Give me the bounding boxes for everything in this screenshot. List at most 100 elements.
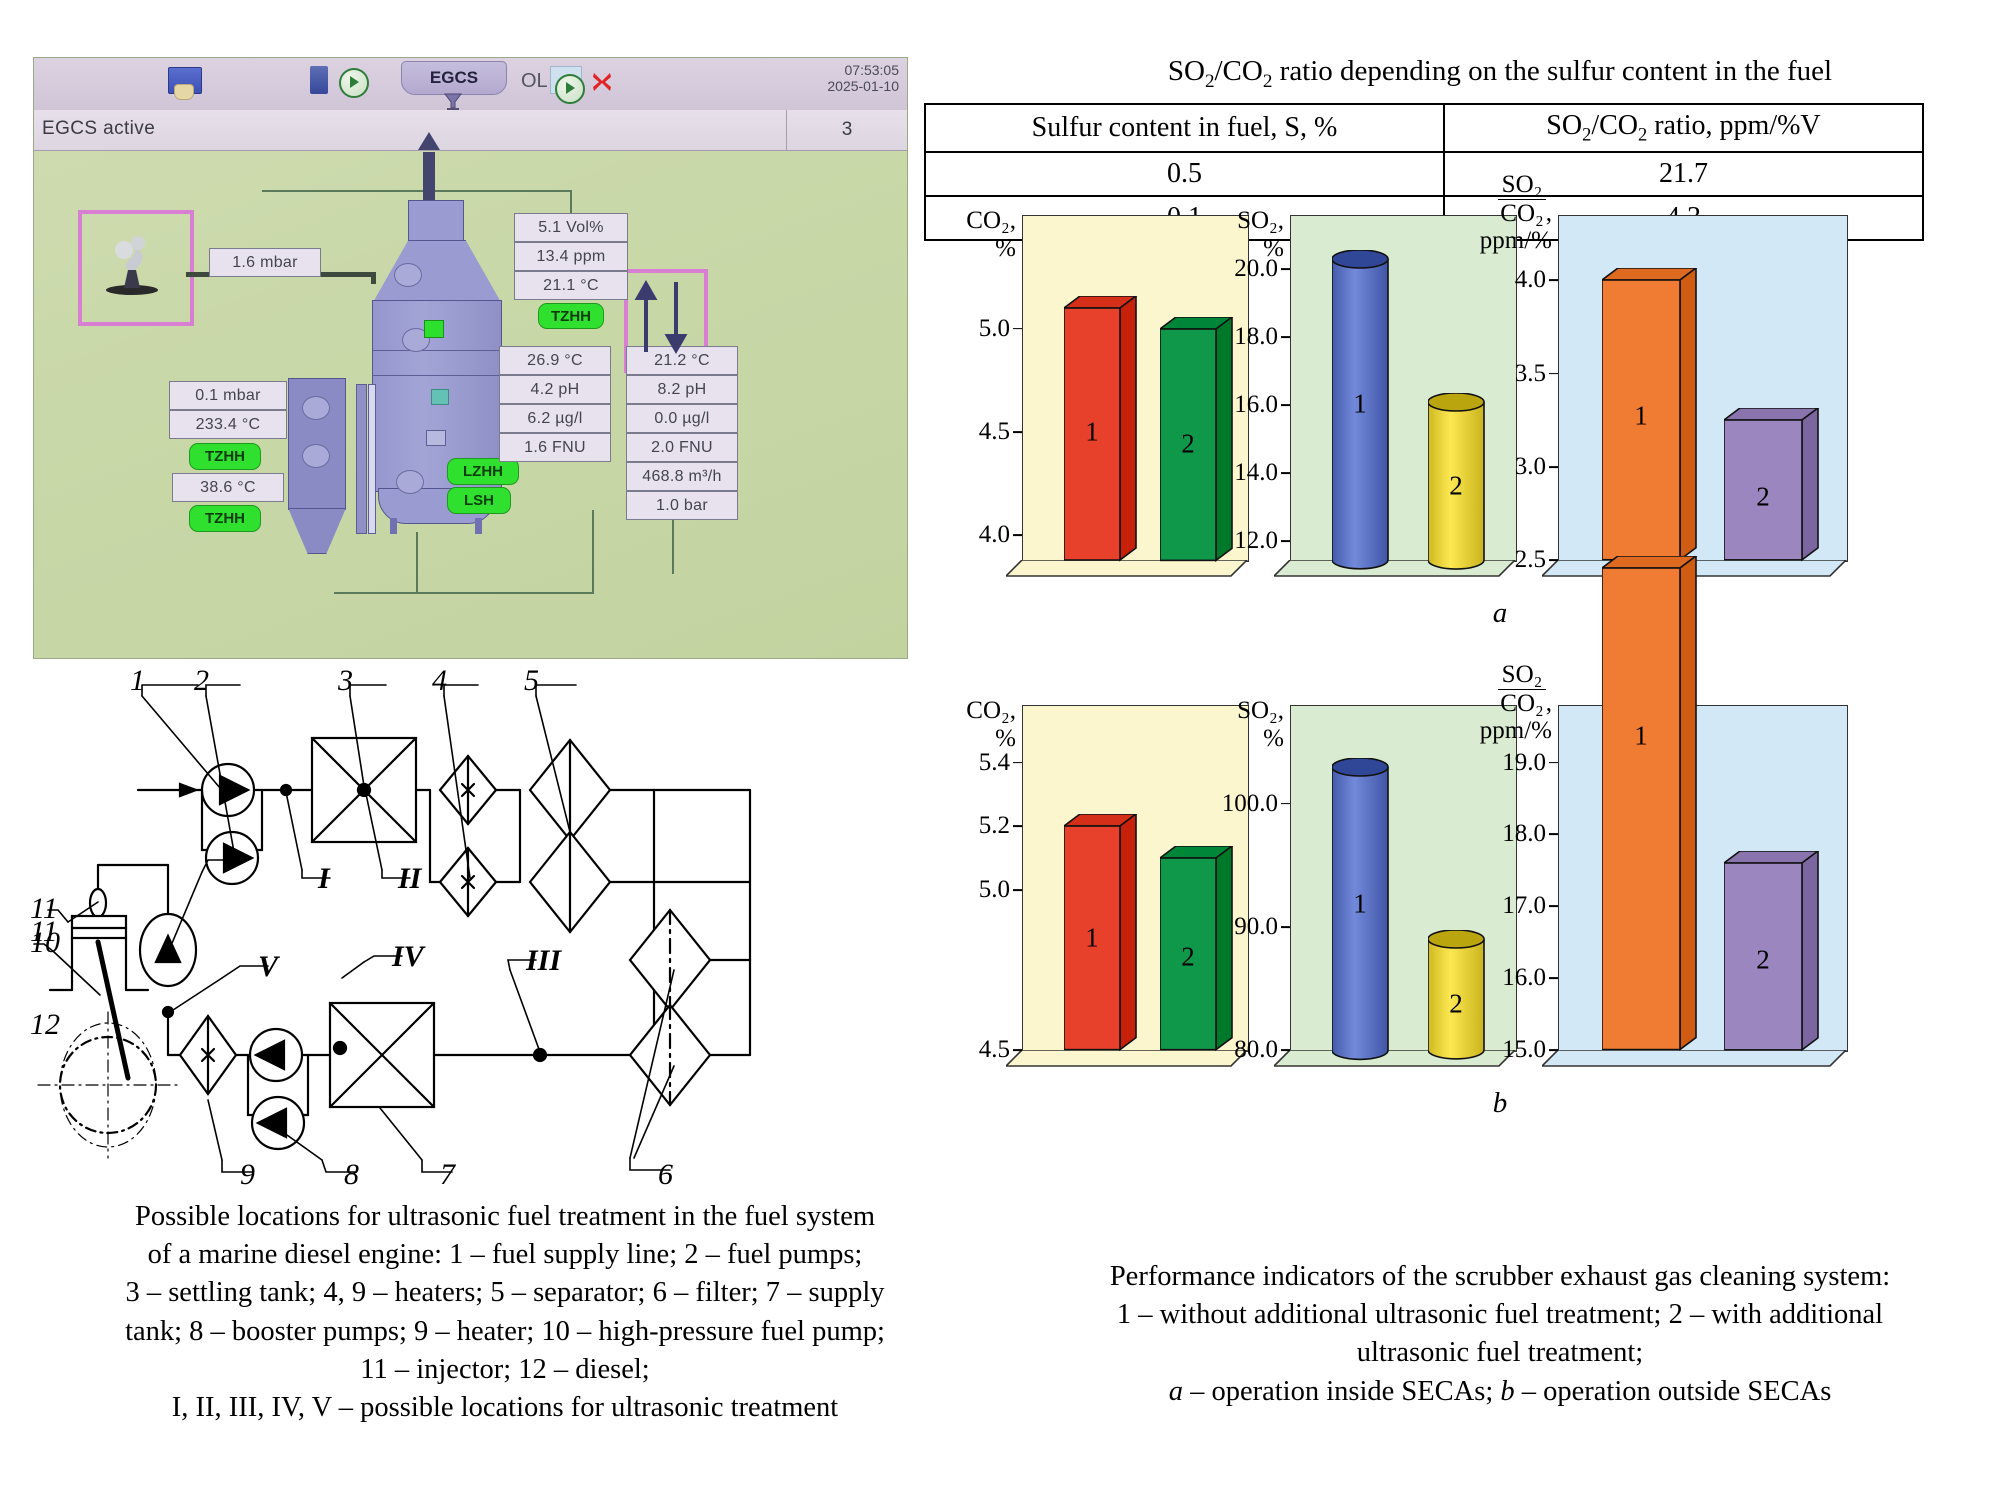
y-tick-mark xyxy=(1013,1049,1022,1051)
y-tick-label: 5.4 xyxy=(978,748,1010,776)
value-wash-fnu: 1.6 FNU xyxy=(499,433,611,462)
y-tick-mark xyxy=(1013,431,1022,433)
bar-index-label: 1 xyxy=(1085,922,1099,953)
table-title-sub1: 2 xyxy=(1204,70,1215,92)
return-pipe-2 xyxy=(592,510,594,594)
secondary-port-1 xyxy=(302,396,330,420)
left-column: EGCS OL 07:53:05 2025-01-10 EGCS active xyxy=(30,57,990,1423)
recirc-riser-2 xyxy=(368,384,376,534)
bar-index-label: 2 xyxy=(1756,944,1770,975)
bar-1 xyxy=(1332,250,1389,570)
y-tick-label: 5.0 xyxy=(978,876,1010,904)
right-caption-line-2: 1 – without additional ultrasonic fuel t… xyxy=(1116,1299,1884,1331)
bar-index-label: 1 xyxy=(1634,720,1648,751)
vessel-port-2 xyxy=(402,328,430,352)
inlet-duct-drop xyxy=(371,272,376,284)
right-caption-line-1: Performance indicators of the scrubber e… xyxy=(1109,1261,1891,1292)
y-tick-mark xyxy=(1281,540,1290,543)
fuel-system-schematic: 1 2 3 4 5 6 7 8 9 10 11 12 x I xyxy=(30,660,990,1190)
y-tick-mark xyxy=(1281,802,1290,805)
exhaust-stack xyxy=(423,152,435,200)
table-title-pre: SO xyxy=(1167,55,1205,87)
bar-1 xyxy=(1602,556,1698,1052)
left-caption-line-6: I, II, III, IV, V – possible locations f… xyxy=(171,1391,839,1423)
bar-1 xyxy=(1332,757,1389,1060)
egcs-alarm-count: 3 xyxy=(786,110,907,150)
y-tick-label: 4.0 xyxy=(1514,266,1546,294)
schematic-label-10: 10 xyxy=(30,926,60,959)
value-out-ph: 8.2 pH xyxy=(626,375,738,404)
bar-index-label: 2 xyxy=(1449,470,1463,501)
y-tick-mark xyxy=(1549,833,1558,836)
y-axis-label: SO₂ CO₂, ppm/% xyxy=(1479,171,1552,254)
bar-2 xyxy=(1724,408,1820,562)
bar-1 xyxy=(1064,814,1138,1052)
schematic-roman-III: III xyxy=(525,944,562,977)
return-pipe-5 xyxy=(672,572,674,574)
funnel-smoke-icon xyxy=(106,236,158,295)
chart-ratio-outside-secas: 15.0 16.0 17.0 18.0 19.0 SO₂ CO₂, ppm/% 1 2 xyxy=(1480,556,1878,1067)
plot-floor xyxy=(1006,560,1249,577)
y-tick-label: 20.0 xyxy=(1234,255,1278,283)
return-pipe-3 xyxy=(416,532,418,594)
bar-index-label: 2 xyxy=(1181,428,1195,459)
y-tick-label: 3.5 xyxy=(1514,359,1546,387)
egcs-title-tab[interactable]: EGCS xyxy=(401,61,507,95)
y-tick-mark xyxy=(1281,472,1290,475)
chart-so2-inside-secas: 12.0 14.0 16.0 18.0 20.0 SO₂,% 1 2 xyxy=(1234,207,1540,577)
bar-2 xyxy=(1724,851,1820,1052)
table-cell-sulfur-1: 0.5 xyxy=(924,150,1445,197)
egcs-hmi-screenshot: EGCS OL 07:53:05 2025-01-10 EGCS active xyxy=(33,57,908,659)
egcs-clock: 07:53:05 2025-01-10 xyxy=(827,62,899,94)
y-tick-label: 2.5 xyxy=(1514,546,1546,573)
y-tick-mark xyxy=(1013,825,1022,828)
value-out-pah: 0.0 µg/l xyxy=(626,404,738,433)
pipe-top xyxy=(262,190,572,192)
value-co2-vol: 5.1 Vol% xyxy=(514,213,628,242)
schematic-roman-I: I xyxy=(317,862,331,895)
y-tick-mark xyxy=(1013,327,1022,330)
y-tick-label: 12.0 xyxy=(1234,527,1278,555)
y-tick-label: 17.0 xyxy=(1502,892,1546,920)
badge-tzhh-low: TZHH xyxy=(189,505,261,532)
right-caption-a: a xyxy=(1168,1375,1183,1407)
left-caption-line-5: 11 – injector; 12 – diesel; xyxy=(360,1353,650,1385)
chart-ratio-inside-secas: 2.5 3.0 3.5 4.0 SO₂ CO₂, ppm/% 1 2 xyxy=(1480,171,1878,577)
y-tick-mark xyxy=(1281,1049,1290,1051)
printer-icon[interactable] xyxy=(310,66,328,94)
vessel-port-3 xyxy=(396,470,424,494)
play-icon-right[interactable] xyxy=(555,74,585,104)
badge-tzhh-top: TZHH xyxy=(538,303,604,329)
vessel-hatch xyxy=(426,430,446,446)
schematic-label-3: 3 xyxy=(337,664,353,697)
bar-2 xyxy=(1428,392,1485,570)
table-header-row: Sulfur content in fuel, S, % SO2/CO2 rat… xyxy=(924,103,1925,153)
y-tick-mark xyxy=(1281,336,1290,339)
valve-indicator-2 xyxy=(431,389,449,405)
y-axis-label: CO₂,% xyxy=(966,697,1016,752)
value-out-fnu: 2.0 FNU xyxy=(626,433,738,462)
schematic-label-12-text: 12 xyxy=(30,1008,60,1041)
table-title-sub2: 2 xyxy=(1262,70,1273,92)
bar-2 xyxy=(1160,846,1234,1052)
chart-row-a: 4.0 4.5 5.0 CO₂,% 1 2 12.0 14.0 16.0 18.0 20.0 SO₂… xyxy=(966,171,2000,715)
y-tick-mark xyxy=(1281,268,1290,271)
bar-index-label: 2 xyxy=(1449,988,1463,1019)
exhaust-flow-arrow xyxy=(418,132,440,150)
close-icon[interactable] xyxy=(590,70,614,94)
plot-floor xyxy=(1542,1050,1848,1067)
y-tick-label: 5.2 xyxy=(978,812,1010,840)
schematic-label-7: 7 xyxy=(440,1158,457,1190)
value-so2-ppm: 13.4 ppm xyxy=(514,242,628,271)
y-tick-label: 18.0 xyxy=(1234,323,1278,351)
chart-row-b: 4.5 5.0 5.2 5.4 CO₂,% 1 2 80.0 90.0 100.0 SO₂,% 1 2… xyxy=(966,556,2000,1205)
y-tick-label: 14.0 xyxy=(1234,459,1278,487)
table-title: SO2/CO2 ratio depending on the sulfur co… xyxy=(1000,55,2000,93)
bar-2 xyxy=(1428,930,1485,1060)
play-icon-left[interactable] xyxy=(339,68,369,98)
y-tick-mark xyxy=(1549,1049,1558,1051)
y-tick-mark xyxy=(1549,559,1558,561)
egcs-status-text: EGCS active xyxy=(42,118,156,139)
value-exh-pressure: 0.1 mbar xyxy=(169,381,287,410)
